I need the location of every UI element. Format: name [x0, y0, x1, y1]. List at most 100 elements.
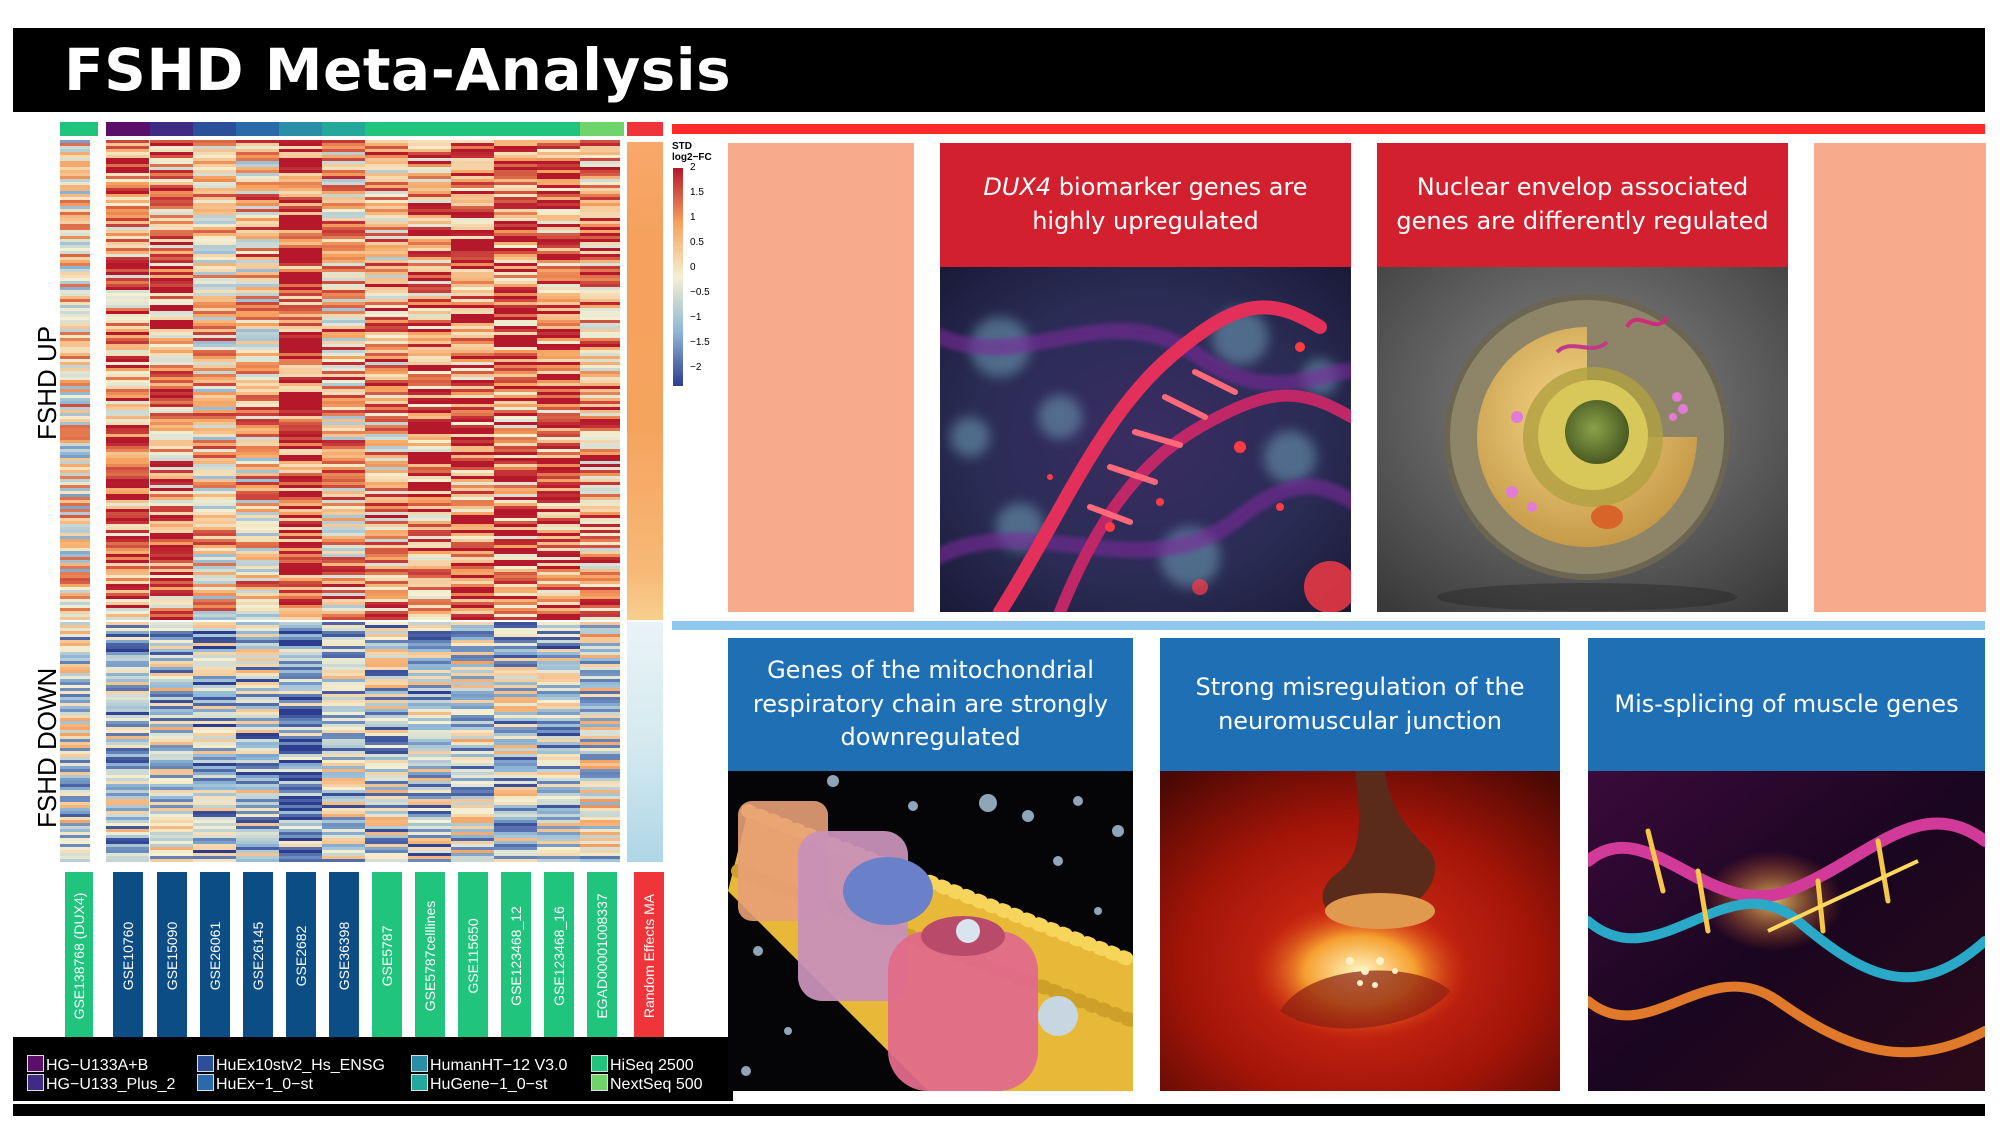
nmj-image [1160, 771, 1560, 1091]
dataset-label: GSE15090 [157, 872, 187, 1040]
dataset-label-text: GSE26061 [207, 921, 223, 991]
page-title: FSHD Meta-Analysis [64, 36, 732, 104]
platform-strip-segment [580, 122, 624, 136]
panel-dux4-text: DUX4 biomarker genes are highly upregula… [976, 171, 1316, 238]
colorbar-tick: 0 [690, 262, 696, 273]
heatmap-up [60, 140, 620, 620]
panel-splicing-header: Mis-splicing of muscle genes [1588, 638, 1985, 771]
random-effects-up-column [627, 142, 663, 620]
platform-strip-segment [451, 122, 495, 136]
row-label-up: FSHD UP [32, 325, 62, 440]
panel-mito-text: Genes of the mitochondrial respiratory c… [752, 656, 1109, 752]
legend-label: HiSeq 2500 [610, 1057, 694, 1074]
panel-dux4-header: DUX4 biomarker genes are highly upregula… [940, 143, 1351, 267]
dataset-label-text: GSE115650 [465, 918, 481, 994]
colorbar-tick: 1.5 [690, 187, 704, 198]
colorbar-tick: −1 [690, 312, 702, 323]
dataset-label-text: GSE36398 [336, 921, 352, 991]
dataset-label-text: GSE5787celllines [422, 900, 438, 1012]
blue-accent-line [672, 621, 1985, 630]
platform-strip-segment [494, 122, 538, 136]
platform-strip-segment [279, 122, 323, 136]
dataset-label: GSE26145 [243, 872, 273, 1040]
title-bar [13, 28, 1985, 112]
platform-strip-segment [537, 122, 581, 136]
dataset-label-text: GSE138768 (DUX4) [71, 892, 87, 1020]
legend-label: HG−U133_Plus_2 [46, 1076, 176, 1093]
dataset-label-text: GSE5787 [379, 925, 395, 987]
legend-item: HumanHT−12 V3.0 [411, 1055, 567, 1075]
legend-swatch [591, 1074, 608, 1091]
colorbar-ticks: 2 1.5 1 0.5 0 −0.5 −1 −1.5 −2 [690, 162, 730, 386]
dataset-label: GSE10760 [113, 872, 143, 1040]
platform-strip-segment [365, 122, 409, 136]
cell-image [1377, 267, 1788, 612]
dataset-label-text: GSE15090 [164, 921, 180, 991]
platform-strip [60, 122, 664, 136]
dataset-label: GSE26061 [200, 872, 230, 1040]
legend-swatch [411, 1074, 428, 1091]
legend-item: NextSeq 500 [591, 1074, 703, 1094]
platform-strip-segment [150, 122, 194, 136]
dataset-label-text: Random Effects MA [641, 893, 657, 1019]
colorbar-tick: 1 [690, 212, 696, 223]
panel-nmj-header: Strong misregulation of the neuromuscula… [1160, 638, 1560, 771]
dataset-label-text: GSE123468_16 [551, 906, 567, 1006]
dna-image [940, 267, 1351, 612]
legend-swatch [591, 1055, 608, 1072]
bottom-bar [13, 1104, 1985, 1116]
panel-nmj-text: Strong misregulation of the neuromuscula… [1195, 672, 1525, 735]
heatmap-down [60, 622, 620, 862]
colorbar-tick: 0.5 [690, 237, 704, 248]
dataset-label-text: EGAD00001008337 [594, 893, 610, 1019]
legend-item: HuEx−1_0−st [197, 1074, 313, 1094]
membrane-image [728, 771, 1133, 1091]
dataset-label: GSE2682 [286, 872, 316, 1040]
legend-label: HG−U133A+B [46, 1057, 149, 1074]
legend-label: HuEx−1_0−st [216, 1076, 313, 1093]
platform-strip-segment [193, 122, 237, 136]
colorbar-title-line2: log2−FC [672, 152, 712, 163]
dataset-label: EGAD00001008337 [587, 872, 617, 1040]
dataset-label: GSE115650 [458, 872, 488, 1040]
colorbar [673, 168, 683, 386]
dataset-label: GSE138768 (DUX4) [65, 872, 93, 1040]
legend-item: HG−U133A+B [27, 1055, 148, 1075]
legend-swatch [411, 1055, 428, 1072]
dataset-label-text: GSE26145 [250, 921, 266, 991]
platform-strip-segment [627, 122, 663, 136]
row-label-down: FSHD DOWN [32, 667, 62, 828]
red-accent-line [672, 124, 1985, 134]
panel-dux4-emph: DUX4 [983, 173, 1052, 202]
platform-strip-segment [322, 122, 366, 136]
dataset-label-text: GSE10760 [120, 921, 136, 991]
legend-label: HumanHT−12 V3.0 [430, 1057, 568, 1074]
dataset-label-text: GSE123468_12 [508, 906, 524, 1006]
platform-legend: HG−U133A+B HG−U133_Plus_2 HuEx10stv2_Hs_… [13, 1037, 733, 1101]
platform-strip-segment [408, 122, 452, 136]
dataset-label: GSE36398 [329, 872, 359, 1040]
legend-label: HuGene−1_0−st [430, 1076, 548, 1093]
legend-label: NextSeq 500 [610, 1076, 703, 1093]
colorbar-tick: −2 [690, 362, 702, 373]
dataset-label: GSE123468_16 [544, 872, 574, 1040]
legend-swatch [27, 1074, 44, 1091]
legend-swatch [197, 1074, 214, 1091]
legend-item: HuEx10stv2_Hs_ENSG [197, 1055, 385, 1075]
dataset-label: GSE5787 [372, 872, 402, 1040]
dataset-label-text: GSE2682 [293, 925, 309, 987]
panel-nuclear-header: Nuclear envelop associated genes are dif… [1377, 143, 1788, 267]
legend-item: HG−U133_Plus_2 [27, 1074, 175, 1094]
legend-swatch [197, 1055, 214, 1072]
panel-dux4-body: biomarker genes are highly upregulated [1032, 173, 1308, 235]
dataset-label: GSE123468_12 [501, 872, 531, 1040]
dataset-label: Random Effects MA [634, 872, 664, 1040]
platform-strip-segment [60, 122, 98, 136]
legend-item: HuGene−1_0−st [411, 1074, 547, 1094]
dataset-label: GSE5787celllines [415, 872, 445, 1040]
colorbar-tick: 2 [690, 162, 696, 173]
colorbar-tick: −0.5 [690, 287, 710, 298]
platform-strip-segment [106, 122, 150, 136]
colorbar-title: STD log2−FC [672, 141, 712, 163]
random-effects-down-column [627, 622, 663, 862]
